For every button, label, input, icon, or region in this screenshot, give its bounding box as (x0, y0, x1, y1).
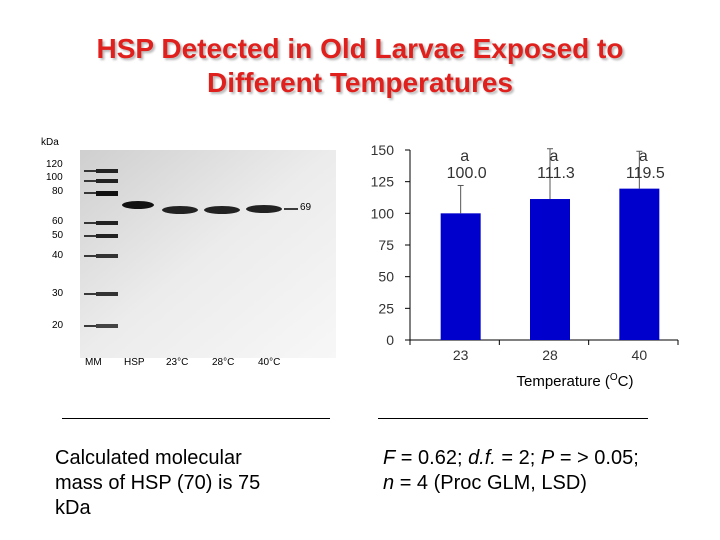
ladder-band (96, 221, 118, 225)
x-tick-label: 23 (453, 347, 469, 363)
ladder-band (96, 179, 118, 183)
gel-image (80, 150, 336, 358)
marker-label: 120 (46, 159, 63, 170)
ladder-band (96, 292, 118, 296)
f-symbol: F (383, 447, 396, 469)
title-line-2: Different Temperatures (206, 67, 513, 98)
lane-label-40c: 40°C (258, 357, 281, 368)
sample-band-28 (204, 206, 240, 214)
bar (440, 213, 481, 340)
data-label: 111.3 (537, 165, 575, 182)
y-tick-label: 125 (371, 174, 395, 190)
molecular-mass-line-3: kDa (55, 497, 91, 519)
sample-band-40 (246, 205, 282, 213)
data-label: 100.0 (447, 165, 487, 182)
marker-label: 50 (52, 230, 64, 241)
marker-label: 80 (52, 186, 64, 197)
statistics-note: F = 0.62; d.f. = 2; P = > 0.05; n = 4 (P… (383, 446, 718, 496)
ladder-band (96, 169, 118, 173)
gel-background (80, 150, 336, 358)
bar (530, 199, 570, 340)
p-value: = > 0.05; (559, 447, 639, 469)
marker-label: 40 (52, 250, 64, 261)
molecular-mass-line-2: mass of HSP (70) is 75 (55, 472, 261, 494)
statistics-line-1: F = 0.62; d.f. = 2; P = > 0.05; (383, 446, 718, 471)
x-tick-label: 40 (632, 347, 648, 363)
x-tick-label: 28 (542, 347, 558, 363)
bar (619, 188, 660, 340)
ladder-band (96, 254, 118, 258)
band-size-label: 69 (300, 202, 312, 213)
molecular-mass-note: Calculated molecular mass of HSP (70) is… (55, 446, 345, 521)
ladder-band (96, 191, 118, 196)
y-tick-label: 150 (371, 142, 395, 158)
y-tick-label: 100 (371, 205, 395, 221)
df-value: = 2; (501, 447, 536, 469)
marker-label: 20 (52, 320, 64, 331)
marker-label: 30 (52, 288, 64, 299)
title-line-1: HSP Detected in Old Larvae Exposed to (96, 33, 624, 64)
ladder-band (96, 324, 118, 328)
sample-band-23 (162, 206, 198, 214)
significance-letter: a (550, 148, 559, 165)
lane-label-mm: MM (85, 357, 102, 368)
sample-band-hsp (122, 201, 154, 209)
y-tick-label: 75 (378, 237, 394, 253)
p-symbol: P (540, 447, 555, 469)
n-value: = 4 (Proc GLM, LSD) (399, 472, 587, 494)
data-label: 119.5 (626, 165, 665, 182)
ladder-band (96, 234, 118, 238)
slide-title: HSP Detected in Old Larvae Exposed to Di… (0, 32, 720, 100)
df-symbol: d.f. (468, 447, 496, 469)
significance-letter: a (460, 148, 469, 165)
f-value: = 0.62; (400, 447, 463, 469)
right-divider (378, 418, 648, 419)
left-divider (62, 418, 330, 419)
significance-letter: a (639, 148, 648, 165)
marker-label: 60 (52, 216, 64, 227)
gel-unit-label: kDa (41, 137, 59, 148)
y-tick-label: 50 (378, 269, 394, 285)
molecular-mass-line-1: Calculated molecular (55, 447, 242, 469)
marker-label: 100 (46, 172, 63, 183)
x-axis-title: Temperature (OC) (517, 372, 634, 390)
lane-label-23c: 23°C (166, 357, 189, 368)
chart-bars (440, 148, 660, 340)
gel-figure: kDa 120 100 80 60 50 40 30 20 69 MM HSP … (0, 0, 340, 380)
lane-label-28c: 28°C (212, 357, 235, 368)
n-symbol: n (383, 472, 395, 494)
y-tick-label: 0 (386, 332, 394, 348)
lane-label-hsp: HSP (124, 357, 145, 368)
statistics-line-2: n = 4 (Proc GLM, LSD) (383, 471, 718, 496)
y-tick-label: 25 (378, 300, 394, 316)
